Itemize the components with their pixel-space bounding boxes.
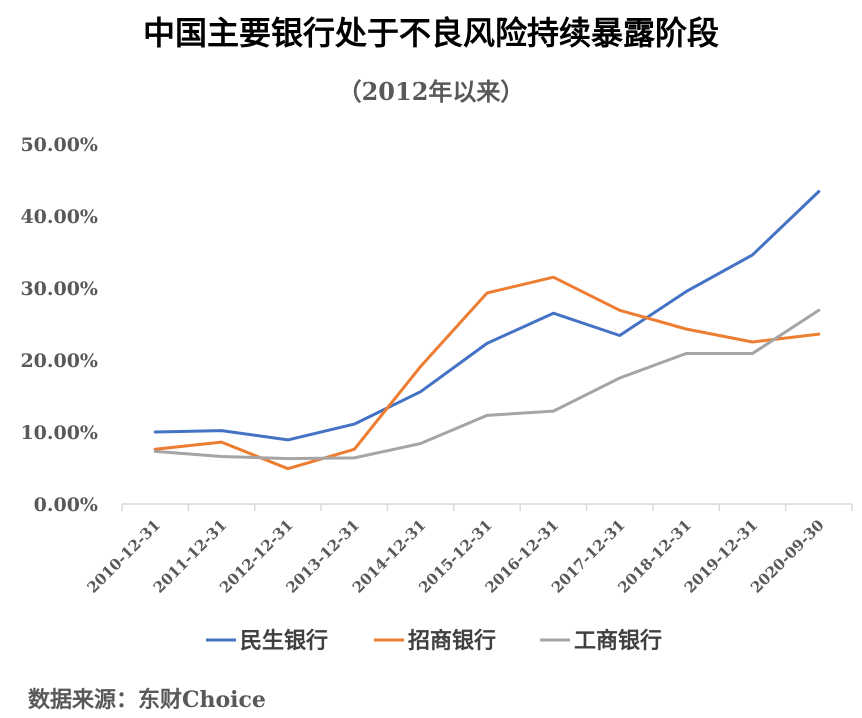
y-tick-label: 0.00% <box>34 494 98 516</box>
chart-title: 中国主要银行处于不良风险持续暴露阶段 <box>142 14 719 52</box>
y-tick-label: 10.00% <box>20 422 98 444</box>
legend-label: 工商银行 <box>574 628 662 654</box>
y-tick-label: 40.00% <box>20 206 98 228</box>
y-tick-label: 30.00% <box>20 278 98 300</box>
legend-label: 民生银行 <box>240 628 328 654</box>
series-line <box>153 190 821 442</box>
series-line <box>153 275 821 471</box>
series-line <box>153 308 821 461</box>
data-source-note: 数据来源：东财Choice <box>28 687 266 713</box>
y-tick-label: 50.00% <box>20 134 98 156</box>
y-tick-label: 20.00% <box>20 350 98 372</box>
chart-subtitle: （2012年以来） <box>337 77 525 106</box>
legend-label: 招商银行 <box>408 628 496 654</box>
